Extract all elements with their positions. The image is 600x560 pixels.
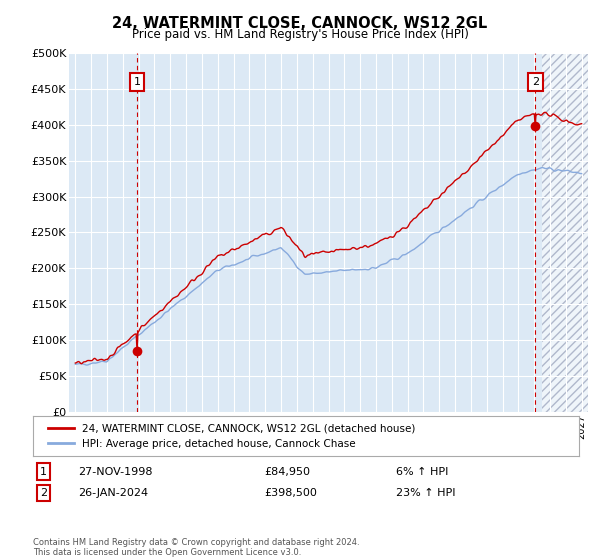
Text: Contains HM Land Registry data © Crown copyright and database right 2024.
This d: Contains HM Land Registry data © Crown c… (33, 538, 359, 557)
Text: £398,500: £398,500 (264, 488, 317, 498)
Text: 1: 1 (40, 466, 47, 477)
Text: 27-NOV-1998: 27-NOV-1998 (78, 466, 152, 477)
Text: 24, WATERMINT CLOSE, CANNOCK, WS12 2GL: 24, WATERMINT CLOSE, CANNOCK, WS12 2GL (112, 16, 488, 31)
Text: 6% ↑ HPI: 6% ↑ HPI (396, 466, 448, 477)
Text: 2: 2 (40, 488, 47, 498)
Text: 2: 2 (532, 77, 539, 87)
Text: £84,950: £84,950 (264, 466, 310, 477)
Text: 26-JAN-2024: 26-JAN-2024 (78, 488, 148, 498)
Bar (542, 53, 588, 412)
Legend: 24, WATERMINT CLOSE, CANNOCK, WS12 2GL (detached house), HPI: Average price, det: 24, WATERMINT CLOSE, CANNOCK, WS12 2GL (… (44, 419, 420, 453)
Text: 1: 1 (134, 77, 140, 87)
Text: 23% ↑ HPI: 23% ↑ HPI (396, 488, 455, 498)
Text: Price paid vs. HM Land Registry's House Price Index (HPI): Price paid vs. HM Land Registry's House … (131, 28, 469, 41)
Bar (542, 53, 588, 412)
